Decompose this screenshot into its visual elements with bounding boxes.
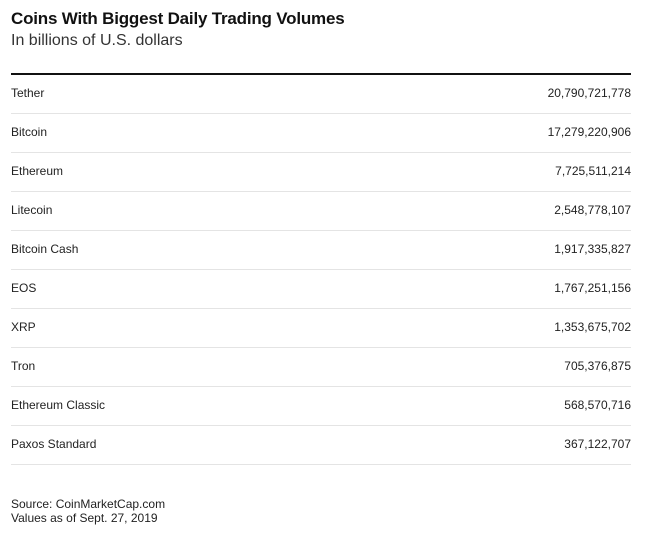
row-label: Paxos Standard <box>11 437 97 451</box>
row-label: Ethereum Classic <box>11 398 106 412</box>
row-label: Ethereum <box>11 164 64 178</box>
table-row: Litecoin 2,548,778,107 <box>11 192 631 231</box>
row-value: 2,548,778,107 <box>554 203 631 217</box>
chart-title: Coins With Biggest Daily Trading Volumes <box>11 9 345 28</box>
row-value: 705,376,875 <box>564 359 631 373</box>
row-label: Bitcoin <box>11 125 48 139</box>
table-row: Paxos Standard 367,122,707 <box>11 426 631 465</box>
row-label: Tron <box>11 359 36 373</box>
source-line: Source: CoinMarketCap.com <box>11 497 166 511</box>
row-value: 7,725,511,214 <box>555 164 631 178</box>
row-label: XRP <box>11 320 36 334</box>
table-row: EOS 1,767,251,156 <box>11 270 631 309</box>
row-label: Tether <box>11 86 45 100</box>
row-value: 20,790,721,778 <box>547 86 631 100</box>
table-row: Bitcoin 17,279,220,906 <box>11 114 631 153</box>
table-row: Ethereum Classic 568,570,716 <box>11 387 631 426</box>
table-row: Ethereum 7,725,511,214 <box>11 153 631 192</box>
row-value: 568,570,716 <box>564 398 631 412</box>
row-value: 1,767,251,156 <box>554 281 631 295</box>
table-row: Tron 705,376,875 <box>11 348 631 387</box>
table-row: Tether 20,790,721,778 <box>11 75 631 114</box>
table-row: XRP 1,353,675,702 <box>11 309 631 348</box>
row-value: 17,279,220,906 <box>547 125 631 139</box>
row-label: EOS <box>11 281 37 295</box>
row-label: Litecoin <box>11 203 53 217</box>
source-note: Source: CoinMarketCap.com Values as of S… <box>11 497 165 525</box>
chart-subtitle: In billions of U.S. dollars <box>11 32 183 49</box>
data-table: Tether 20,790,721,778 Bitcoin 17,279,220,90… <box>11 73 631 465</box>
row-value: 1,917,335,827 <box>554 242 631 256</box>
row-value: 1,353,675,702 <box>554 320 631 334</box>
row-label: Bitcoin Cash <box>11 242 79 256</box>
table-row: Bitcoin Cash 1,917,335,827 <box>11 231 631 270</box>
date-note: Values as of Sept. 27, 2019 <box>11 511 158 525</box>
row-value: 367,122,707 <box>564 437 631 451</box>
